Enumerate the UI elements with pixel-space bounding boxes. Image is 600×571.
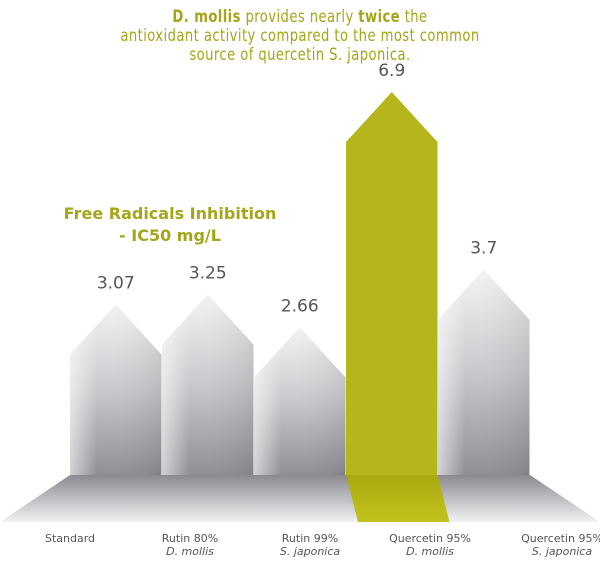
- category-line2: D. mollis: [406, 545, 454, 558]
- category-line1: Rutin 99%: [281, 532, 339, 545]
- value-label: 3.7: [470, 239, 497, 259]
- title-line-2: antioxidant activity compared to the mos…: [120, 26, 480, 46]
- category-label: Quercetin 95% D. mollis: [375, 532, 485, 558]
- title-part: the: [400, 7, 428, 27]
- title-part: twice: [358, 7, 401, 27]
- category-label: Quercetin 95% S. japonica: [507, 532, 600, 558]
- value-label: 3.25: [189, 264, 227, 284]
- category-line1: Standard: [44, 532, 96, 545]
- value-label: 6.9: [378, 61, 405, 81]
- bar-shading: [254, 327, 346, 475]
- category-line1: Rutin 80%: [161, 532, 219, 545]
- value-label: 3.07: [97, 274, 135, 294]
- title-part: D. mollis: [172, 7, 241, 27]
- floor-highlight: [346, 475, 450, 522]
- category-label: Rutin 99% S. japonica: [255, 532, 365, 558]
- chart-title: D. mollis provides nearly twice the anti…: [42, 8, 558, 65]
- category-line1: Quercetin 95%: [521, 532, 600, 545]
- category-label: Standard: [15, 532, 125, 545]
- category-line2: D. mollis: [166, 545, 214, 558]
- title-line-3: source of quercetin S. japonica.: [189, 45, 411, 65]
- floor: [0, 475, 600, 522]
- chart-subtitle: Free Radicals Inhibition - IC50 mg/L: [63, 204, 277, 245]
- title-part: provides nearly: [240, 7, 359, 27]
- bar-shading: [162, 294, 254, 475]
- bar-shading: [438, 269, 530, 475]
- category-line1: Quercetin 95%: [389, 532, 471, 545]
- value-label: 2.66: [281, 296, 319, 316]
- category-line2: S. japonica: [279, 545, 341, 558]
- category-line2: S. japonica: [531, 545, 593, 558]
- bar-shading: [70, 304, 162, 475]
- category-label: Rutin 80% D. mollis: [135, 532, 245, 558]
- bar: [346, 92, 438, 476]
